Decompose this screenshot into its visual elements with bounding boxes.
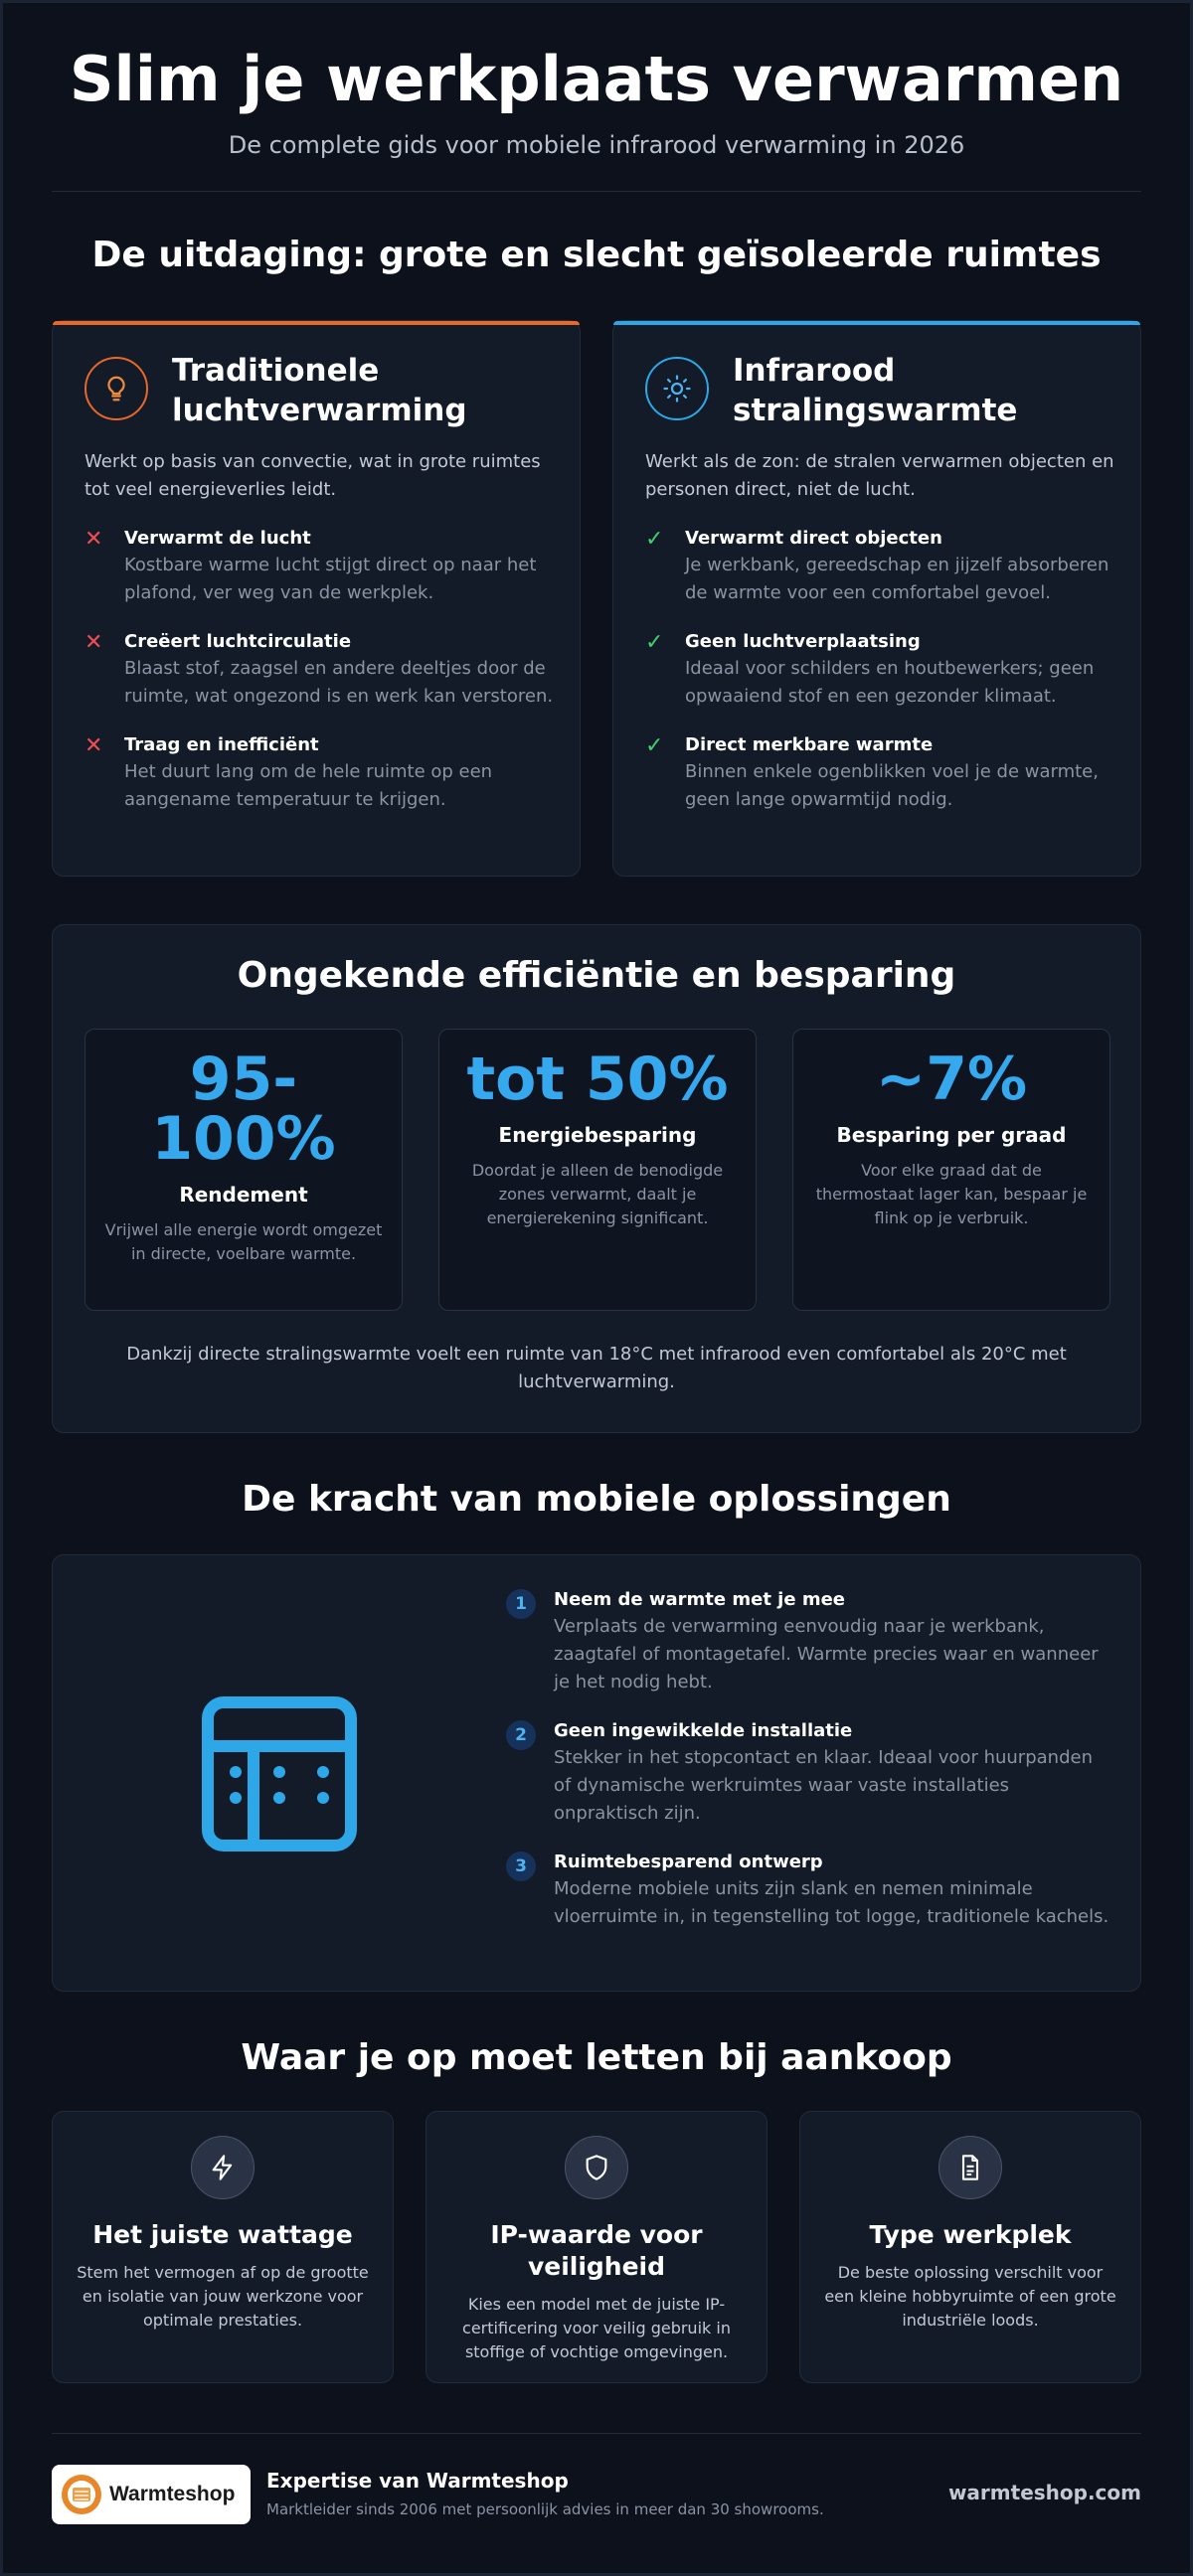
infrared-accent-bar	[613, 321, 1140, 325]
efficiency-heading: Ongekende efficiëntie en besparing	[237, 955, 956, 996]
infrared-title: Infrarood stralingswarmte	[733, 353, 1018, 428]
buy-card-title: IP-waarde voor veiligheid	[490, 2220, 703, 2281]
stat-value: ~7%	[875, 1045, 1028, 1114]
list-item-title: Neem de warmte met je mee	[554, 1589, 846, 1610]
stat-description: Vrijwel alle energie wordt omgezet in di…	[104, 1220, 383, 1263]
lightning-icon	[191, 2136, 255, 2199]
list-item-title: Geen ingewikkelde installatie	[554, 1720, 853, 1741]
buy-card-title: Type werkplek	[869, 2220, 1072, 2249]
buy-card-text: Stem het vermogen af op de grootte en is…	[77, 2263, 369, 2330]
stat-description: Doordat je alleen de benodigde zones ver…	[471, 1161, 724, 1227]
stat-card-rendement: 95- 100% Rendement Vrijwel alle energie w…	[85, 1029, 403, 1311]
logo-mark-icon	[62, 2475, 101, 2514]
traditional-description: Werkt op basis van convectie, wat in gro…	[85, 451, 541, 500]
traditional-list: ✕ Verwarmt de lucht Kostbare warme lucht…	[85, 526, 572, 836]
website-link[interactable]: warmteshop.com	[947, 2481, 1141, 2504]
cross-icon: ✕	[85, 630, 103, 655]
traditional-card: Traditionele luchtverwarming Werkt op ba…	[52, 320, 581, 877]
footer-subtitle: Marktleider sinds 2006 met persoonlijk a…	[266, 2500, 824, 2518]
warmteshop-logo: Warmteshop	[52, 2465, 251, 2524]
list-item: ✓ Direct merkbare warmte Binnen enkele o…	[645, 732, 1132, 814]
check-icon: ✓	[645, 733, 664, 758]
buying-heading: Waar je op moet letten bij aankoop	[241, 2037, 952, 2078]
mobile-heading: De kracht van mobiele oplossingen	[242, 1479, 951, 1520]
step-number: 3	[506, 1852, 536, 1881]
list-item: ✕ Creëert luchtcirculatie Blaast stof, z…	[85, 629, 572, 711]
stat-value: 95- 100%	[151, 1045, 336, 1174]
list-item-text: Verplaats de verwarming eenvoudig naar j…	[554, 1616, 1099, 1692]
buy-card-wattage: Het juiste wattage Stem het vermogen af …	[52, 2111, 394, 2383]
step-number: 1	[506, 1589, 536, 1619]
check-icon: ✓	[645, 630, 664, 655]
efficiency-note: Dankzij directe stralingswarmte voelt ee…	[126, 1344, 1067, 1392]
buy-card-ip: IP-waarde voor veiligheid Kies een model…	[426, 2111, 767, 2383]
list-item: ✕ Verwarmt de lucht Kostbare warme lucht…	[85, 526, 572, 607]
mobile-section: 1 Neem de warmte met je mee Verplaats de…	[52, 1554, 1141, 1992]
list-item-text: Stekker in het stopcontact en klaar. Ide…	[554, 1747, 1093, 1824]
shield-icon	[565, 2136, 628, 2199]
list-item-text: Binnen enkele ogenblikken voel je de war…	[685, 761, 1099, 810]
stat-label: Energiebesparing	[498, 1123, 697, 1147]
list-item-title: Geen luchtverplaatsing	[685, 631, 921, 652]
stat-label: Besparing per graad	[836, 1123, 1067, 1147]
list-item-title: Creëert luchtcirculatie	[124, 631, 352, 652]
logo-text: Warmteshop	[109, 2483, 236, 2505]
infrared-card: Infrarood stralingswarmte Werkt als de z…	[612, 320, 1141, 877]
traditional-accent-bar	[53, 321, 580, 325]
step-number: 2	[506, 1720, 536, 1750]
buy-card-text: De beste oplossing verschilt voor een kl…	[824, 2263, 1116, 2330]
buy-card-title: Het juiste wattage	[92, 2220, 353, 2249]
traditional-title: Traditionele luchtverwarming	[172, 353, 467, 428]
page-header: Slim je werkplaats verwarmen De complete…	[52, 40, 1141, 159]
cross-icon: ✕	[85, 733, 103, 758]
footer-title: Expertise van Warmteshop	[266, 2469, 569, 2493]
list-item-text: Moderne mobiele units zijn slank en neme…	[554, 1878, 1109, 1927]
list-item-text: Het duurt lang om de hele ruimte op een …	[124, 761, 493, 810]
challenge-heading: De uitdaging: grote en slecht geïsoleerd…	[91, 235, 1102, 275]
list-item-title: Verwarmt direct objecten	[685, 528, 942, 549]
list-item-text: Ideaal voor schilders en houtbewerkers; …	[685, 658, 1095, 707]
cross-icon: ✕	[85, 527, 103, 552]
stat-card-energiebesparing: tot 50% Energiebesparing Doordat je alle…	[438, 1029, 757, 1311]
header-divider	[52, 191, 1141, 192]
buy-card-text: Kies een model met de juiste IP-certific…	[462, 2295, 731, 2361]
stat-description: Voor elke graad dat de thermostaat lager…	[815, 1161, 1088, 1227]
list-item: ✕ Traag en inefficiënt Het duurt lang om…	[85, 732, 572, 814]
heater-panel-icon	[200, 1694, 359, 1853]
list-item: ✓ Geen luchtverplaatsing Ideaal voor sch…	[645, 629, 1132, 711]
document-icon	[938, 2136, 1002, 2199]
sun-icon	[645, 357, 709, 420]
list-item: ✓ Verwarmt direct objecten Je werkbank, …	[645, 526, 1132, 607]
list-item-title: Direct merkbare warmte	[685, 734, 934, 755]
list-item-title: Ruimtebesparend ontwerp	[554, 1852, 823, 1872]
list-item-title: Verwarmt de lucht	[124, 528, 311, 549]
page-title: Slim je werkplaats verwarmen	[69, 43, 1124, 115]
check-icon: ✓	[645, 527, 664, 552]
footer-divider	[52, 2433, 1141, 2434]
stat-value: tot 50%	[466, 1045, 729, 1114]
list-item-text: Je werkbank, gereedschap en jijzelf abso…	[685, 555, 1109, 603]
list-item-title: Traag en inefficiënt	[124, 734, 319, 755]
efficiency-section: Ongekende efficiëntie en besparing 95- 10…	[52, 924, 1141, 1433]
list-item-text: Kostbare warme lucht stijgt direct op na…	[124, 555, 537, 603]
page-subtitle: De complete gids voor mobiele infrarood …	[228, 131, 965, 159]
buy-card-werkplek: Type werkplek De beste oplossing verschi…	[799, 2111, 1141, 2383]
list-item-text: Blaast stof, zaagsel en andere deeltjes …	[124, 658, 554, 707]
infrared-description: Werkt als de zon: de stralen verwarmen o…	[645, 451, 1114, 500]
stat-card-besparing-per-graad: ~7% Besparing per graad Voor elke graad …	[792, 1029, 1110, 1311]
infrared-list: ✓ Verwarmt direct objecten Je werkbank, …	[645, 526, 1132, 836]
stat-label: Rendement	[179, 1183, 308, 1207]
lightbulb-icon	[85, 357, 148, 420]
